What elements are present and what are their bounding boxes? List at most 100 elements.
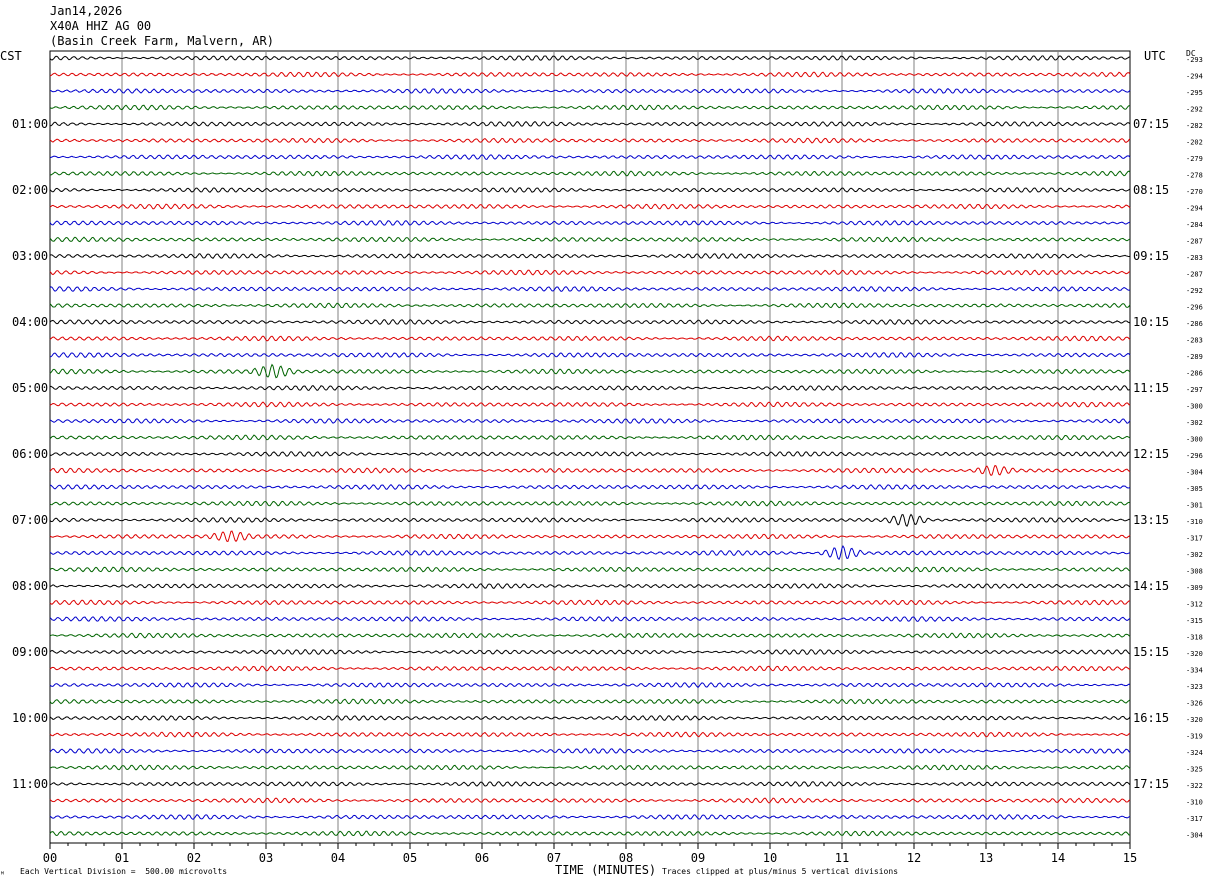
- trace-10: [49, 203, 1131, 210]
- dc-offset-label: -304: [1186, 469, 1203, 477]
- trace-24: [49, 434, 1131, 441]
- trace-30: [49, 530, 1131, 543]
- trace-13: [49, 253, 1131, 260]
- dc-offset-label: -318: [1186, 634, 1203, 642]
- trace-20: [49, 363, 1131, 379]
- dc-offset-label: -295: [1186, 89, 1203, 97]
- trace-3: [49, 88, 1131, 94]
- trace-4: [49, 104, 1131, 111]
- trace-6: [49, 137, 1131, 144]
- dc-offset-label: -296: [1186, 452, 1203, 460]
- utc-label: UTC: [1144, 49, 1166, 63]
- utc-hour-label: 17:15: [1133, 777, 1169, 791]
- dc-offset-label: -315: [1186, 617, 1203, 625]
- dc-offset-label: -286: [1186, 370, 1203, 378]
- trace-19: [49, 352, 1131, 358]
- dc-offset-label: -294: [1186, 205, 1203, 213]
- cst-hour-label: 05:00: [12, 381, 48, 395]
- trace-37: [49, 649, 1131, 656]
- corner-mark: ᴹ: [0, 870, 5, 879]
- x-tick-label: 10: [763, 851, 777, 865]
- trace-31: [49, 545, 1131, 561]
- trace-5: [49, 120, 1131, 127]
- x-tick-label: 12: [907, 851, 921, 865]
- clip-note: Traces clipped at plus/minus 5 vertical …: [662, 867, 899, 876]
- trace-22: [49, 401, 1131, 408]
- dc-offset-label: -322: [1186, 782, 1203, 790]
- trace-46: [49, 797, 1131, 804]
- dc-offset-label: -310: [1186, 799, 1203, 807]
- dc-offset-label: -305: [1186, 485, 1203, 493]
- trace-47: [49, 814, 1131, 820]
- dc-offset-label: -270: [1186, 188, 1203, 196]
- utc-hour-label: 16:15: [1133, 711, 1169, 725]
- trace-35: [49, 616, 1131, 622]
- dc-offset-label: -286: [1186, 320, 1203, 328]
- utc-hour-label: 09:15: [1133, 249, 1169, 263]
- trace-33: [49, 583, 1131, 589]
- trace-26: [49, 464, 1131, 476]
- cst-hour-label: 11:00: [12, 777, 48, 791]
- trace-8: [49, 170, 1131, 177]
- dc-offset-label: -287: [1186, 271, 1203, 279]
- trace-25: [49, 451, 1131, 457]
- station-id: X40A HHZ AG 00: [50, 19, 152, 33]
- x-tick-label: 13: [979, 851, 993, 865]
- dc-offset-label: -283: [1186, 254, 1203, 262]
- trace-32: [49, 566, 1131, 573]
- x-tick-label: 07: [547, 851, 561, 865]
- dc-offset-label: -334: [1186, 667, 1203, 675]
- trace-39: [49, 682, 1131, 689]
- trace-42: [49, 731, 1131, 738]
- trace-15: [49, 286, 1131, 292]
- trace-12: [49, 236, 1131, 243]
- trace-7: [49, 154, 1131, 160]
- trace-9: [49, 187, 1131, 193]
- utc-hour-label: 12:15: [1133, 447, 1169, 461]
- utc-hour-label: 07:15: [1133, 117, 1169, 131]
- cst-hour-label: 07:00: [12, 513, 48, 527]
- trace-2: [49, 71, 1131, 78]
- dc-offset-label: -325: [1186, 766, 1203, 774]
- x-tick-label: 08: [619, 851, 633, 865]
- x-tick-label: 14: [1051, 851, 1065, 865]
- trace-27: [49, 483, 1131, 491]
- trace-16: [49, 302, 1131, 309]
- trace-44: [49, 764, 1131, 771]
- dc-offset-label: -302: [1186, 419, 1203, 427]
- dc-offset-label: -278: [1186, 172, 1203, 180]
- dc-offset-label: -289: [1186, 353, 1203, 361]
- x-tick-label: 00: [43, 851, 57, 865]
- trace-36: [49, 632, 1131, 639]
- trace-45: [49, 781, 1131, 787]
- x-axis-title: TIME (MINUTES): [555, 863, 657, 877]
- x-tick-label: 04: [331, 851, 345, 865]
- cst-label: CST: [0, 49, 22, 63]
- dc-offset-label: -294: [1186, 73, 1203, 81]
- dc-offset-label: -300: [1186, 436, 1203, 444]
- dc-offset-label: -317: [1186, 535, 1203, 543]
- dc-offset-label: -296: [1186, 304, 1203, 312]
- dc-offset-label: -309: [1186, 584, 1203, 592]
- trace-29: [49, 513, 1131, 528]
- dc-offset-label: -297: [1186, 386, 1203, 394]
- utc-hour-label: 13:15: [1133, 513, 1169, 527]
- dc-offset-label: -312: [1186, 601, 1203, 609]
- utc-hour-label: 08:15: [1133, 183, 1169, 197]
- dc-label: DC: [1186, 49, 1196, 58]
- utc-hour-label: 10:15: [1133, 315, 1169, 329]
- trace-40: [49, 698, 1131, 705]
- trace-28: [49, 500, 1131, 507]
- trace-23: [49, 418, 1131, 424]
- cst-hour-label: 08:00: [12, 579, 48, 593]
- utc-hour-label: 15:15: [1133, 645, 1169, 659]
- cst-hour-label: 04:00: [12, 315, 48, 329]
- cst-hour-label: 10:00: [12, 711, 48, 725]
- trace-1: [49, 55, 1131, 61]
- trace-21: [49, 384, 1131, 391]
- trace-17: [49, 319, 1131, 325]
- dc-offset-label: -202: [1186, 139, 1203, 147]
- dc-offset-label: -324: [1186, 749, 1203, 757]
- scale-note: Each Vertical Division = 500.00 microvol…: [20, 867, 228, 876]
